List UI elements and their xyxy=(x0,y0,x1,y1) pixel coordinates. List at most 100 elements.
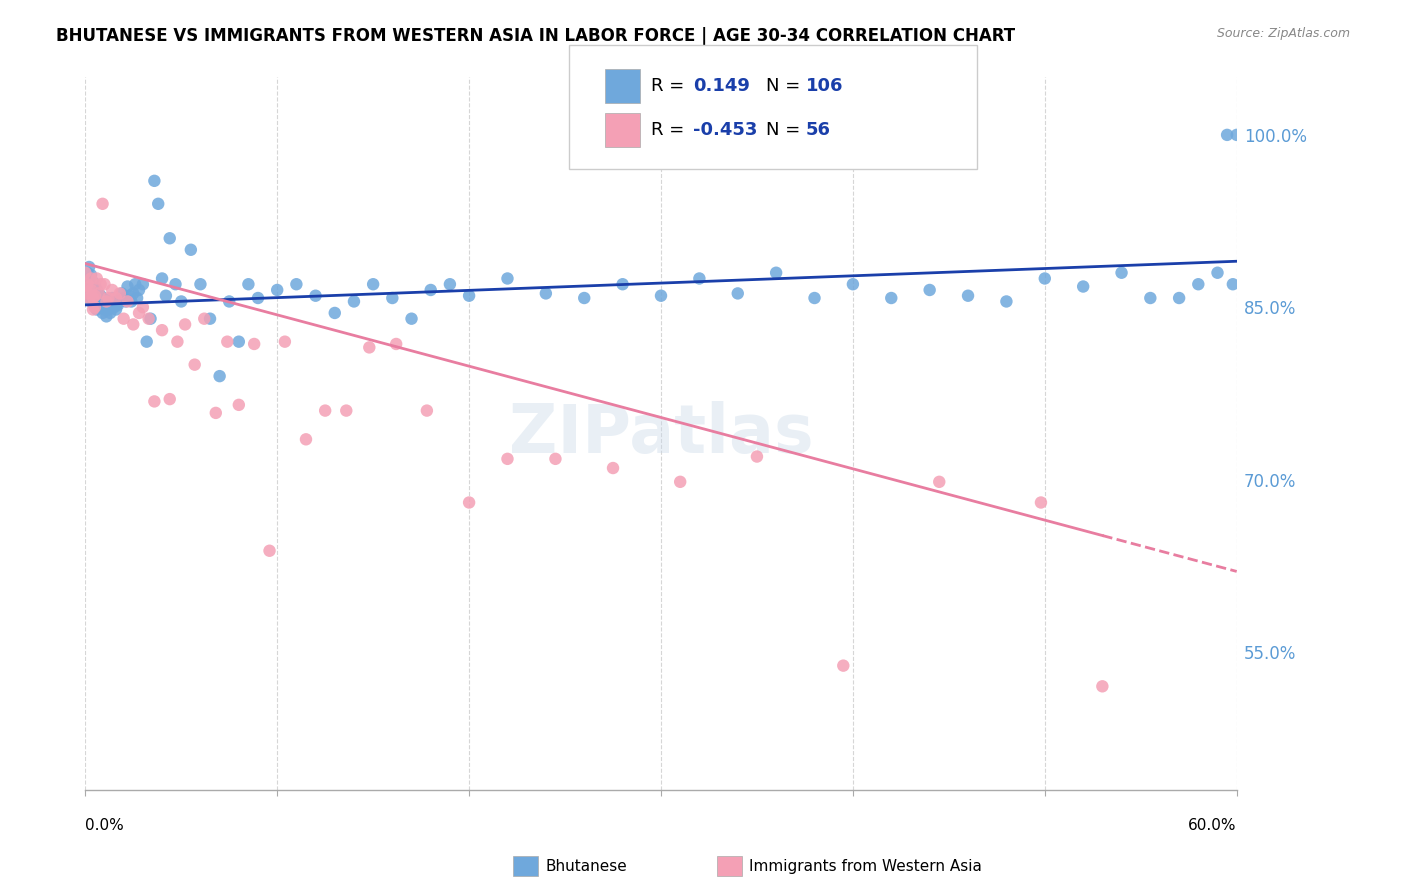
Point xyxy=(359,340,381,354)
Point xyxy=(132,300,155,314)
Point xyxy=(86,291,108,305)
Point xyxy=(957,289,980,303)
Point xyxy=(108,286,131,301)
Point xyxy=(76,266,98,280)
Point xyxy=(82,302,104,317)
Point xyxy=(190,277,212,292)
Point xyxy=(544,451,567,466)
Point xyxy=(1226,128,1249,142)
Point xyxy=(439,277,461,292)
Point xyxy=(159,231,181,245)
Point xyxy=(87,286,110,301)
Point xyxy=(75,266,97,280)
Point xyxy=(198,311,221,326)
Point xyxy=(1168,291,1191,305)
Point xyxy=(180,243,202,257)
Point xyxy=(295,433,318,447)
Point xyxy=(285,277,308,292)
Point xyxy=(76,277,98,292)
Point xyxy=(1222,277,1244,292)
Point xyxy=(1111,266,1133,280)
Point xyxy=(323,306,346,320)
Point xyxy=(90,289,112,303)
Point xyxy=(83,277,105,292)
Point xyxy=(111,286,134,301)
Point xyxy=(343,294,366,309)
Text: Source: ZipAtlas.com: Source: ZipAtlas.com xyxy=(1216,27,1350,40)
Point xyxy=(228,398,250,412)
Point xyxy=(90,300,112,314)
Point xyxy=(688,271,710,285)
Point xyxy=(114,294,136,309)
Point xyxy=(80,289,103,303)
Point xyxy=(612,277,634,292)
Point xyxy=(135,334,157,349)
Point xyxy=(880,291,903,305)
Point xyxy=(458,289,481,303)
Point xyxy=(385,337,408,351)
Point xyxy=(150,271,173,285)
Point xyxy=(80,271,103,285)
Point xyxy=(124,277,146,292)
Text: R =: R = xyxy=(651,121,690,139)
Point xyxy=(86,283,108,297)
Point xyxy=(96,298,118,312)
Point xyxy=(155,289,177,303)
Point xyxy=(128,306,150,320)
Text: ZIPatlas: ZIPatlas xyxy=(509,401,813,467)
Text: R =: R = xyxy=(651,77,690,95)
Point xyxy=(496,451,519,466)
Point xyxy=(87,286,110,301)
Point xyxy=(174,318,197,332)
Point xyxy=(669,475,692,489)
Point xyxy=(76,277,98,292)
Point xyxy=(650,289,672,303)
Point xyxy=(82,275,104,289)
Point xyxy=(96,294,118,309)
Point xyxy=(832,658,855,673)
Point xyxy=(91,196,114,211)
Point xyxy=(96,310,118,324)
Point xyxy=(82,283,104,297)
Point xyxy=(112,291,135,305)
Point xyxy=(127,291,149,305)
Point xyxy=(1139,291,1161,305)
Point xyxy=(118,289,141,303)
Point xyxy=(93,294,115,309)
Text: -0.453: -0.453 xyxy=(693,121,758,139)
Point xyxy=(83,289,105,303)
Point xyxy=(218,294,240,309)
Point xyxy=(243,337,266,351)
Point xyxy=(82,291,104,305)
Point xyxy=(247,291,270,305)
Point xyxy=(1187,277,1209,292)
Point xyxy=(458,495,481,509)
Point xyxy=(496,271,519,285)
Point xyxy=(103,300,125,314)
Point xyxy=(842,277,865,292)
Point xyxy=(304,289,326,303)
Point xyxy=(132,277,155,292)
Point xyxy=(77,291,100,305)
Point xyxy=(143,394,166,409)
Point xyxy=(97,302,120,317)
Point xyxy=(77,283,100,297)
Text: N =: N = xyxy=(766,121,806,139)
Point xyxy=(204,406,226,420)
Point xyxy=(143,174,166,188)
Point xyxy=(101,291,124,305)
Point xyxy=(1071,279,1094,293)
Point xyxy=(97,291,120,305)
Point xyxy=(128,283,150,297)
Text: 0.0%: 0.0% xyxy=(86,819,124,833)
Point xyxy=(138,311,160,326)
Point xyxy=(83,300,105,314)
Point xyxy=(77,275,100,289)
Point xyxy=(80,294,103,309)
Point xyxy=(918,283,941,297)
Text: Bhutanese: Bhutanese xyxy=(546,859,627,873)
Point xyxy=(108,294,131,309)
Point xyxy=(208,369,231,384)
Point xyxy=(1029,495,1052,509)
Point xyxy=(86,271,108,285)
